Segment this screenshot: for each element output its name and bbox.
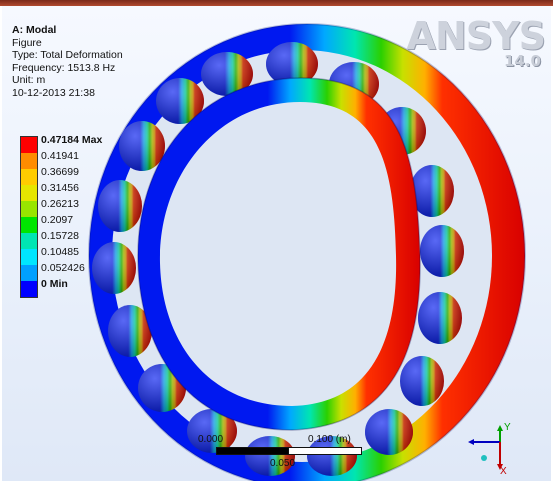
triad-icon (468, 425, 503, 470)
logo-brand: ANSYS (406, 14, 546, 58)
legend-swatch-3 (21, 185, 37, 201)
scale-label-end: 0.100 (m) (308, 434, 351, 445)
triad-y-label: Y (504, 422, 511, 433)
axis-triad[interactable]: Y X (462, 422, 522, 481)
legend-label: 0.10485 (41, 246, 79, 258)
result-type: Type: Total Deformation (12, 49, 123, 61)
window-top-border (0, 0, 553, 6)
legend-swatch-6 (21, 233, 37, 249)
legend-label: 0.2097 (41, 214, 74, 226)
legend-color-bar (20, 136, 38, 298)
scale-label-mid: 0.050 (270, 458, 296, 469)
legend-swatch-7 (21, 249, 37, 265)
bearing-model (88, 23, 526, 481)
analysis-title: A: Modal (12, 24, 57, 36)
result-object: Figure (12, 36, 42, 49)
result-unit: Unit: m (12, 74, 46, 86)
legend-label: 0.41941 (41, 150, 79, 162)
legend-swatch-8 (21, 265, 37, 281)
scale-label-start: 0.000 (198, 434, 224, 445)
result-frequency: Frequency: 1513.8 Hz (12, 61, 116, 74)
legend-label-max: 0.47184 Max (41, 134, 103, 146)
scale-ruler: 0.000 0.100 (m) 0.050 (198, 434, 362, 474)
logo-version: 14.0 (503, 52, 541, 70)
legend-label: 0.36699 (41, 166, 79, 178)
scale-bar-light (288, 447, 362, 455)
legend-label: 0.052426 (41, 262, 85, 274)
legend-label: 0.15728 (41, 230, 79, 242)
scale-bar-dark (216, 447, 290, 455)
legend-swatch-1 (21, 153, 37, 169)
legend-swatch-4 (21, 201, 37, 217)
legend-label: 0.31456 (41, 182, 79, 194)
ansys-logo: ANSYS 14.0 (406, 14, 546, 70)
legend-label-min: 0 Min (41, 278, 68, 290)
graphics-viewport[interactable]: A: Modal Figure Type: Total Deformation … (2, 6, 551, 481)
legend-swatch-2 (21, 169, 37, 185)
legend-swatch-5 (21, 217, 37, 233)
result-info: A: Modal Figure Type: Total Deformation … (12, 24, 123, 99)
legend-label: 0.26213 (41, 198, 79, 210)
triad-x-label: X (500, 466, 507, 477)
legend-labels: 0.47184 Max 0.41941 0.36699 0.31456 0.26… (41, 132, 102, 292)
legend-swatch-9 (21, 281, 37, 297)
legend-swatch-0 (21, 137, 37, 153)
result-date: 10-12-2013 21:38 (12, 86, 95, 99)
